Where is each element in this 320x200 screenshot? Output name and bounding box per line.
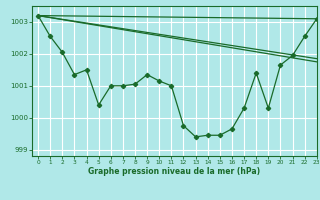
X-axis label: Graphe pression niveau de la mer (hPa): Graphe pression niveau de la mer (hPa) bbox=[88, 167, 260, 176]
